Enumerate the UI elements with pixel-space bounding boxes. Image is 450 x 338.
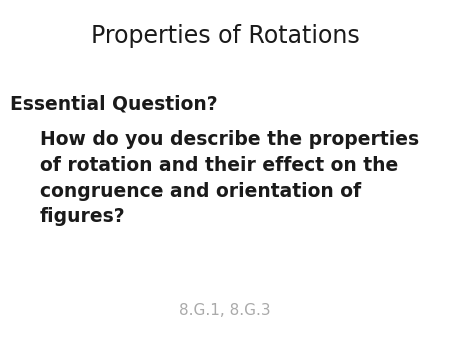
Text: Properties of Rotations: Properties of Rotations (90, 24, 360, 48)
Text: How do you describe the properties
of rotation and their effect on the
congruenc: How do you describe the properties of ro… (40, 130, 419, 226)
Text: Essential Question?: Essential Question? (10, 95, 217, 114)
Text: 8.G.1, 8.G.3: 8.G.1, 8.G.3 (179, 303, 271, 318)
